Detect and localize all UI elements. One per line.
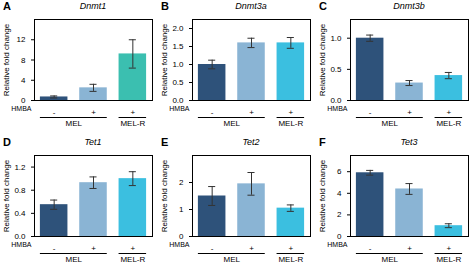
svg-text:-: -: [369, 244, 372, 253]
svg-text:Relative fold change: Relative fold change: [160, 159, 169, 232]
html-text:Tet1: Tet1: [84, 137, 102, 147]
svg-text:1: 1: [179, 205, 184, 214]
svg-text:1.2: 1.2: [14, 163, 26, 172]
svg-text:1.0: 1.0: [172, 60, 184, 69]
svg-text:-: -: [369, 108, 372, 117]
svg-text:8: 8: [21, 56, 26, 65]
svg-text:HMBA: HMBA: [327, 241, 348, 248]
svg-text:MEL: MEL: [66, 119, 83, 128]
svg-text:0.4: 0.4: [14, 209, 26, 218]
svg-text:1.5: 1.5: [172, 42, 184, 51]
svg-text:+: +: [249, 108, 254, 117]
svg-text:-: -: [53, 108, 56, 117]
svg-text:MEL: MEL: [224, 255, 241, 264]
svg-text:-: -: [211, 244, 214, 253]
svg-text:MEL-R: MEL-R: [436, 119, 461, 128]
html-text:Dnmt3b: Dnmt3b: [393, 1, 425, 11]
svg-text:MEL: MEL: [382, 255, 399, 264]
svg-text:MEL-R: MEL-R: [278, 119, 303, 128]
svg-text:+: +: [91, 108, 96, 117]
svg-text:HMBA: HMBA: [11, 105, 32, 112]
svg-text:HMBA: HMBA: [11, 241, 32, 248]
html-text:Tet3: Tet3: [400, 137, 418, 147]
html-text:Dnmt1: Dnmt1: [79, 1, 107, 11]
svg-text:+: +: [288, 244, 293, 253]
svg-text:HMBA: HMBA: [169, 241, 190, 248]
svg-text:+: +: [249, 244, 254, 253]
html-text:C: C: [319, 0, 327, 12]
svg-text:+: +: [288, 108, 293, 117]
svg-text:-: -: [53, 244, 56, 253]
svg-text:+: +: [91, 244, 96, 253]
svg-text:0.0: 0.0: [330, 96, 342, 105]
svg-text:MEL: MEL: [382, 119, 399, 128]
svg-text:MEL-R: MEL-R: [120, 119, 145, 128]
svg-text:+: +: [130, 244, 135, 253]
html-text:Dnmt3a: Dnmt3a: [235, 1, 267, 11]
svg-text:0.0: 0.0: [172, 96, 184, 105]
svg-text:0.5: 0.5: [172, 78, 184, 87]
svg-text:0.0: 0.0: [14, 232, 26, 241]
svg-text:4: 4: [21, 76, 26, 85]
svg-text:MEL-R: MEL-R: [278, 255, 303, 264]
svg-text:-: -: [211, 108, 214, 117]
html-text:Tet2: Tet2: [242, 137, 260, 147]
html-text:A: A: [3, 0, 11, 12]
html-text:B: B: [161, 0, 169, 12]
html-text:D: D: [3, 136, 11, 148]
svg-text:2: 2: [337, 210, 342, 219]
svg-text:0.5: 0.5: [330, 65, 342, 74]
svg-text:12: 12: [17, 35, 26, 44]
svg-text:Relative fold change: Relative fold change: [318, 23, 327, 96]
svg-text:0: 0: [337, 232, 342, 241]
svg-text:Relative fold change: Relative fold change: [160, 23, 169, 96]
svg-text:MEL: MEL: [224, 119, 241, 128]
svg-text:2: 2: [179, 178, 184, 187]
svg-text:0: 0: [179, 232, 184, 241]
svg-text:Relative fold change: Relative fold change: [318, 159, 327, 232]
svg-text:+: +: [130, 108, 135, 117]
svg-text:2.0: 2.0: [172, 24, 184, 33]
svg-text:0: 0: [21, 96, 26, 105]
svg-text:4: 4: [337, 189, 342, 198]
svg-text:6: 6: [337, 167, 342, 176]
svg-text:+: +: [446, 108, 451, 117]
svg-text:+: +: [446, 244, 451, 253]
svg-text:HMBA: HMBA: [169, 105, 190, 112]
svg-text:HMBA: HMBA: [327, 105, 348, 112]
svg-text:0.8: 0.8: [14, 186, 26, 195]
svg-text:+: +: [407, 244, 412, 253]
svg-text:Relative fold change: Relative fold change: [2, 159, 11, 232]
svg-text:+: +: [407, 108, 412, 117]
svg-text:Relative fold change: Relative fold change: [2, 23, 11, 96]
html-text:F: F: [319, 136, 326, 148]
svg-text:MEL-R: MEL-R: [120, 255, 145, 264]
html-text:E: E: [161, 136, 169, 148]
svg-text:MEL-R: MEL-R: [436, 255, 461, 264]
svg-text:1.0: 1.0: [330, 34, 342, 43]
svg-text:MEL: MEL: [66, 255, 83, 264]
